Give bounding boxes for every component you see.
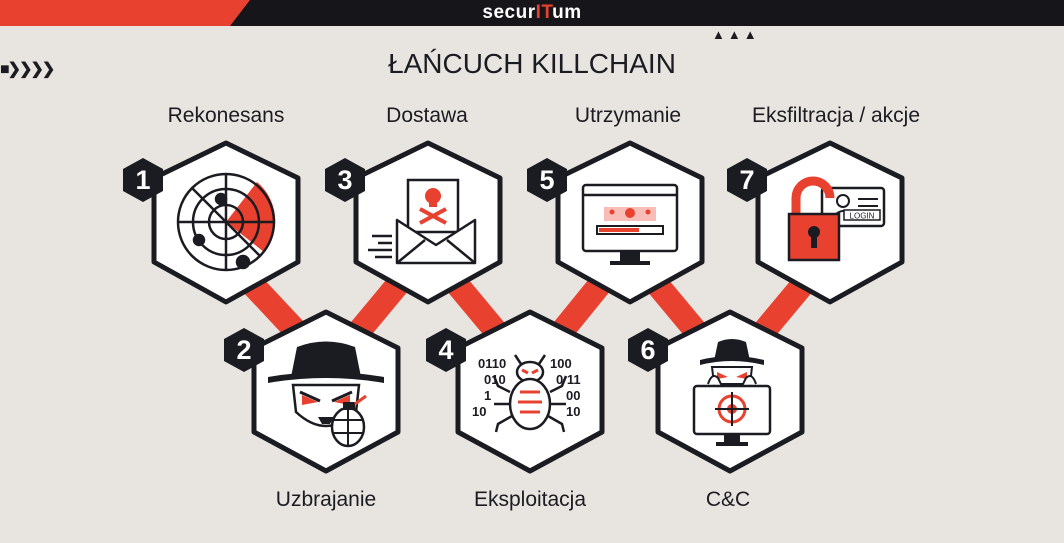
malicious-email-icon [368,178,477,265]
triangle-decoration-icon: ▲▲▲ [712,27,760,42]
badge-number-7: 7 [739,165,754,195]
binary-right-4: 10 [566,404,580,419]
connector-3-4 [445,274,505,338]
connector-1-2 [241,273,304,339]
chevrons-decoration-icon: ■❯❯❯❯ [0,61,55,78]
stage-label-6: C&C [705,488,751,511]
bug-binary-icon: 0110 010 1 10 100 0 11 00 10 [472,354,581,433]
badge-number-3: 3 [337,165,352,195]
binary-left-4: 10 [472,404,486,419]
badge-6 [628,328,668,372]
chain-connectors [241,273,815,339]
connector-2-3 [350,274,410,338]
infected-monitor-icon [581,183,679,265]
badge-number-2: 2 [236,335,251,365]
login-label: LOGIN [850,212,875,221]
brand-logo: securITum [482,2,582,23]
number-badges: 1 3 5 7 2 4 6 [123,158,767,372]
top-bar: securITum [0,0,1064,26]
stage-label-3: Dostawa [386,104,468,127]
badge-number-6: 6 [640,335,655,365]
stage-label-5: Utrzymanie [574,104,682,127]
badge-number-5: 5 [539,165,554,195]
binary-left-3: 1 [484,388,491,403]
stage-label-1: Rekonesans [167,104,285,127]
badge-number-4: 4 [438,335,453,365]
stage-label-4: Eksploitacja [473,488,587,511]
badge-2 [224,328,264,372]
badge-number-1: 1 [135,165,150,195]
badge-5 [527,158,567,202]
binary-right-1: 100 [550,356,572,371]
connector-4-5 [553,274,612,338]
radar-icon [176,172,276,272]
stage-label-2: Uzbrajanie [275,488,377,511]
top-bar-accent [0,0,250,26]
badge-7 [727,158,767,202]
hacker-grenade-icon [268,341,384,448]
binary-right-2: 0 11 [556,372,581,387]
badge-3 [325,158,365,202]
page-title: ŁAŃCUCH KILLCHAIN [388,48,676,79]
connector-5-6 [645,274,705,338]
connector-6-7 [755,274,815,338]
hacker-target-monitor-icon [692,339,772,446]
binary-right-3: 00 [566,388,580,403]
stage-label-7: Eksfiltracja / akcje [751,104,921,127]
unlocked-login-icon: LOGIN [787,176,886,262]
badge-4 [426,328,466,372]
binary-left-1: 0110 [478,356,506,371]
badge-1 [123,158,163,202]
